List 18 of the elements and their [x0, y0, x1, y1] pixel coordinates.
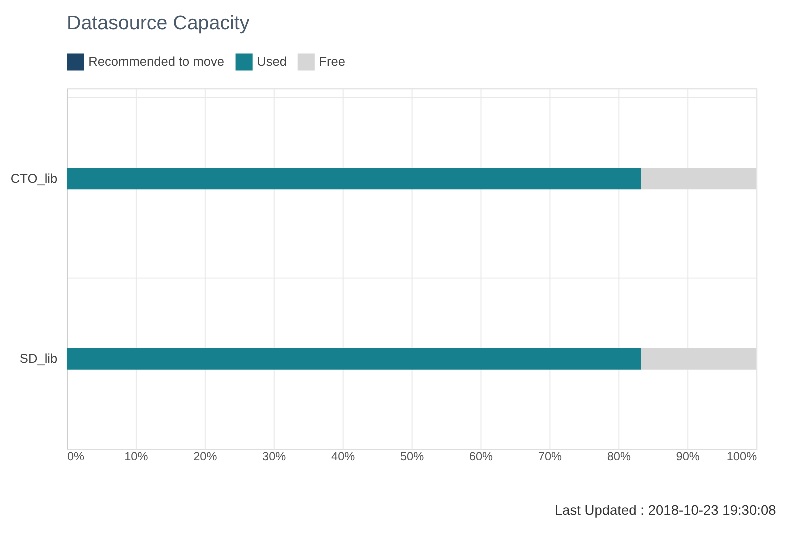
- x-tick-label: 10%: [124, 450, 149, 464]
- x-tick-label: 40%: [331, 450, 356, 464]
- text: Last Updated : 2018-10-23 19:30:08: [554, 503, 777, 518]
- x-tick-label: 60%: [469, 450, 494, 464]
- legend-label: Recommended to move: [88, 54, 225, 70]
- x-tick-label: 50%: [400, 450, 425, 464]
- y-tick-label: CTO_lib: [10, 170, 58, 186]
- x-tick-label: 80%: [607, 450, 632, 464]
- chart-title: Datasource Capacity: [66, 12, 250, 35]
- x-tick-label: 20%: [194, 450, 218, 464]
- x-tick-label: 30%: [262, 450, 287, 464]
- x-tick-label: 0%: [67, 450, 86, 464]
- x-tick-label: 100%: [726, 450, 758, 464]
- x-tick-label: 70%: [538, 450, 563, 464]
- y-tick-label: SD_lib: [20, 351, 58, 366]
- legend-label: Free: [319, 54, 346, 70]
- x-tick-label: 90%: [676, 450, 700, 464]
- legend-label: Used: [257, 54, 287, 70]
